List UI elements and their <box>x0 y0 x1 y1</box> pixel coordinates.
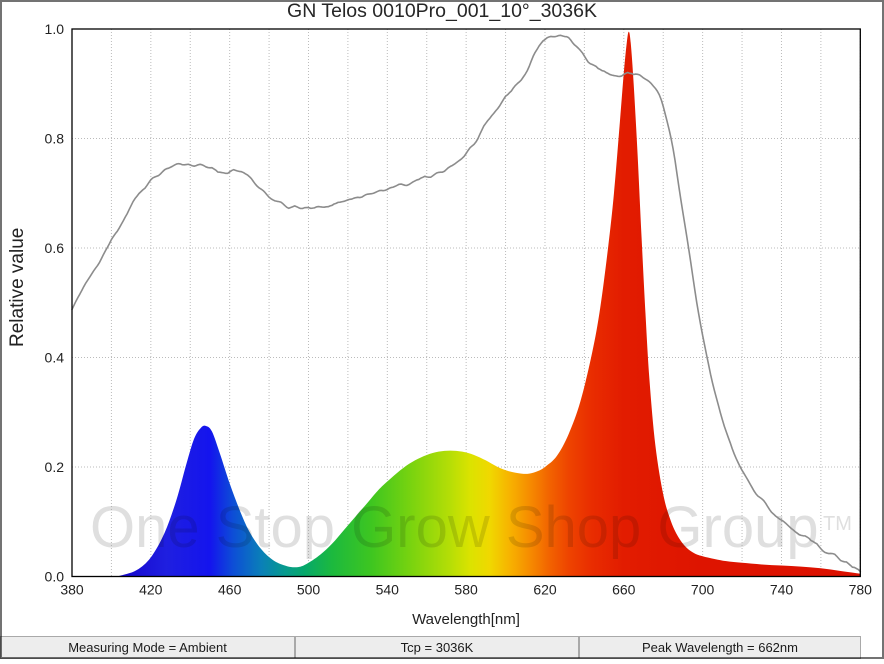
svg-text:380: 380 <box>60 582 84 598</box>
svg-text:540: 540 <box>376 582 400 598</box>
svg-text:460: 460 <box>218 582 242 598</box>
svg-text:1.0: 1.0 <box>45 21 65 37</box>
svg-text:700: 700 <box>691 582 715 598</box>
svg-text:660: 660 <box>612 582 636 598</box>
svg-text:580: 580 <box>454 582 478 598</box>
svg-text:500: 500 <box>297 582 321 598</box>
svg-text:780: 780 <box>849 582 873 598</box>
svg-text:420: 420 <box>139 582 163 598</box>
svg-text:0.2: 0.2 <box>45 459 65 475</box>
svg-text:620: 620 <box>533 582 557 598</box>
svg-text:TM: TM <box>823 513 852 535</box>
svg-text:0.6: 0.6 <box>45 240 65 256</box>
svg-text:One Stop Grow Shop Group: One Stop Grow Shop Group <box>90 495 819 560</box>
svg-text:740: 740 <box>770 582 794 598</box>
svg-text:0.4: 0.4 <box>45 350 65 366</box>
svg-text:0.8: 0.8 <box>45 131 65 147</box>
